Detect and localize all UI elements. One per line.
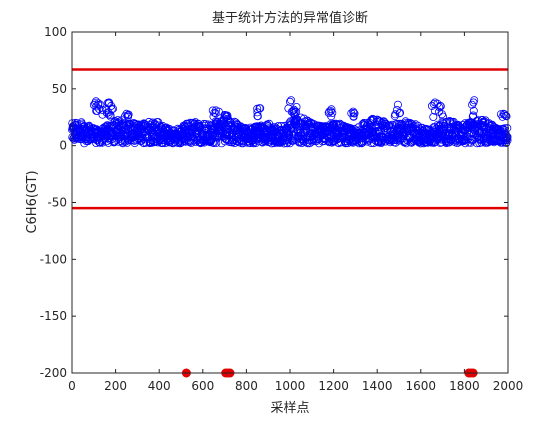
data-point (352, 137, 361, 146)
plot-background (72, 32, 508, 373)
data-point (80, 121, 89, 130)
data-point (212, 138, 221, 147)
data-point (468, 100, 477, 109)
plot-area (68, 31, 512, 378)
data-point (139, 134, 148, 143)
data-point (102, 106, 111, 115)
data-point (469, 106, 478, 115)
data-point-peak (287, 96, 296, 105)
data-point (191, 137, 200, 146)
data-point (124, 124, 133, 133)
data-point-peak (96, 100, 105, 109)
x-axis-ticks: 0 200 400 600 800 1000 1200 1400 1600 1800 2000 (68, 32, 523, 393)
data-point (133, 134, 142, 143)
data-point (468, 112, 477, 121)
data-point (503, 124, 512, 133)
data-point (93, 106, 102, 115)
data-point-peak (470, 96, 479, 105)
y-tick-label: 50 (52, 82, 67, 96)
data-point (268, 126, 277, 135)
x-tick-label: 800 (235, 379, 258, 393)
data-point (501, 111, 510, 120)
data-point-peak (220, 111, 229, 120)
data-point-peak (122, 109, 131, 118)
data-point-peak (107, 101, 116, 110)
data-point-peak (393, 100, 402, 109)
data-point (438, 112, 447, 121)
data-point (165, 124, 174, 133)
data-point (148, 118, 157, 127)
data-point (95, 105, 104, 114)
data-point (496, 110, 505, 119)
x-axis-label: 采样点 (270, 401, 309, 416)
data-point (377, 136, 386, 145)
x-tick-label: 1800 (449, 379, 480, 393)
data-point (478, 115, 487, 124)
x-tick-label: 1200 (318, 379, 349, 393)
chart-title: 基于统计方法的异常值诊断 (212, 10, 368, 26)
data-point (201, 120, 210, 129)
data-point (500, 124, 509, 133)
threshold-lines (72, 68, 508, 210)
x-tick-label: 600 (191, 379, 214, 393)
data-point (107, 105, 116, 114)
data-point (302, 138, 311, 147)
data-point (501, 128, 510, 137)
y-tick-label: 100 (44, 25, 67, 39)
y-tick-label: -150 (40, 309, 67, 323)
data-point-peak (349, 107, 358, 116)
data-point (395, 109, 404, 118)
data-point-peak (255, 104, 264, 113)
y-axis-label: C6H6(GT) (25, 170, 40, 233)
data-point (328, 108, 337, 117)
y-tick-label: -200 (40, 366, 67, 380)
data-point (98, 106, 107, 115)
data-point (253, 108, 262, 117)
data-point (291, 121, 300, 130)
data-point-peak (327, 105, 336, 114)
data-point (106, 111, 115, 120)
y-axis-ticks: -200 -150 -100 -50 0 50 100 (40, 25, 508, 380)
data-point (210, 108, 219, 117)
data-point (284, 104, 293, 113)
data-point (92, 102, 101, 111)
data-point (187, 138, 196, 147)
x-tick-label: 400 (148, 379, 171, 393)
data-point (375, 126, 384, 135)
data-point (502, 132, 511, 141)
data-point (435, 103, 444, 112)
data-point (502, 112, 511, 121)
x-tick-label: 200 (104, 379, 127, 393)
data-point (292, 107, 301, 116)
data-point (290, 111, 299, 120)
x-tick-label: 1400 (362, 379, 393, 393)
y-tick-label: -100 (40, 252, 67, 266)
data-point-peak (211, 106, 220, 115)
y-tick-label: 0 (59, 139, 67, 153)
data-point (435, 107, 444, 116)
x-tick-label: 1000 (275, 379, 306, 393)
data-point (429, 113, 438, 122)
y-tick-label: -50 (47, 196, 67, 210)
data-point (251, 139, 260, 148)
data-point (292, 120, 301, 129)
data-points (68, 96, 512, 148)
data-point (391, 110, 400, 119)
data-point (347, 109, 356, 118)
data-point-peak (499, 109, 508, 118)
x-tick-label: 2000 (493, 379, 524, 393)
data-point-peak (292, 103, 301, 112)
x-tick-label: 0 (68, 379, 76, 393)
x-tick-label: 1600 (406, 379, 437, 393)
data-point-peak (436, 101, 445, 110)
data-point (208, 106, 217, 115)
